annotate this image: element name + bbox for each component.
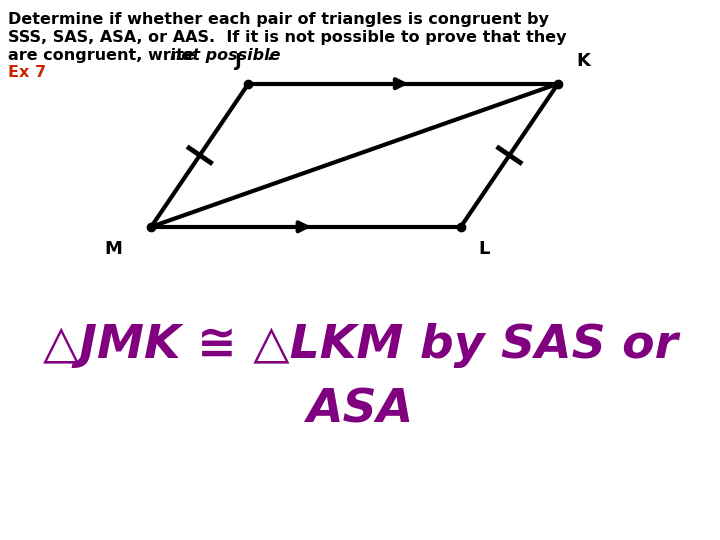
Text: SSS, SAS, ASA, or AAS.  If it is not possible to prove that they: SSS, SAS, ASA, or AAS. If it is not poss… [8,30,567,45]
Text: .: . [266,48,272,63]
Text: Ex 7: Ex 7 [8,65,46,80]
Text: L: L [479,240,490,258]
Text: ASA: ASA [307,388,413,433]
Text: M: M [104,240,122,258]
Text: J: J [235,52,241,70]
Text: are congruent, write: are congruent, write [8,48,200,63]
Text: K: K [576,52,590,70]
Text: △JMK ≅ △LKM by SAS or: △JMK ≅ △LKM by SAS or [42,322,678,368]
Text: Determine if whether each pair of triangles is congruent by: Determine if whether each pair of triang… [8,12,549,27]
Text: not possible: not possible [170,48,281,63]
